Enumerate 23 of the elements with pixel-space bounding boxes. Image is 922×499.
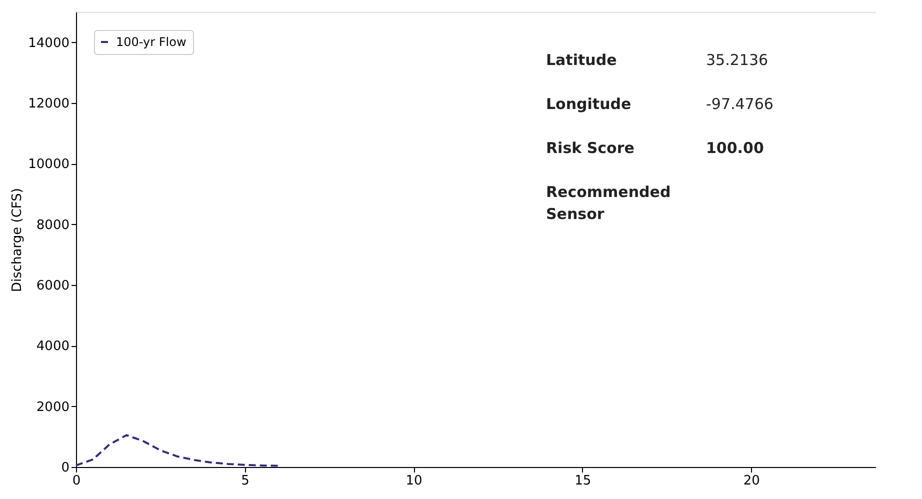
x-tick-label: 15 [574,474,592,488]
y-tick-label: 6000 [36,278,70,294]
annotation: 35.2136 [706,51,768,69]
x-tick-label: 0 [72,474,81,488]
y-tick-label: 8000 [36,218,70,233]
annotation: Latitude [546,51,617,69]
line-series [75,434,280,467]
annotation: Longitude [546,95,632,113]
y-tick-label: 10000 [28,157,70,172]
legend-label: 100-yr Flow [116,35,186,49]
annotation: -97.4766 [706,95,774,113]
y-tick-label: 2000 [36,400,70,415]
y-tick-label: 14000 [28,36,70,51]
y-tick-label: 4000 [36,339,70,354]
x-tick-label: 10 [406,474,422,488]
annotation: Recommended Sensor [546,183,671,223]
y-tick-label: 0 [61,460,70,476]
x-tick-label: 20 [743,474,760,488]
annotation: Risk Score [546,139,634,157]
y-axis-title: Discharge (CFS) [10,188,26,292]
y-tick-label: 12000 [28,96,70,112]
annotation: 100.00 [706,139,764,157]
x-tick-label: 5 [241,474,250,488]
